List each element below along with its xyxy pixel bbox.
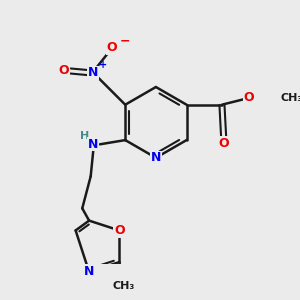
Text: N: N bbox=[88, 138, 98, 151]
Text: N: N bbox=[151, 151, 161, 164]
Text: O: O bbox=[244, 92, 254, 104]
Text: O: O bbox=[58, 64, 69, 77]
Text: CH₃: CH₃ bbox=[112, 281, 135, 291]
Text: O: O bbox=[218, 137, 229, 150]
Text: N: N bbox=[88, 66, 98, 79]
Text: −: − bbox=[120, 34, 131, 47]
Text: N: N bbox=[84, 266, 94, 278]
Text: +: + bbox=[99, 61, 107, 70]
Text: CH₃: CH₃ bbox=[281, 93, 300, 103]
Text: H: H bbox=[80, 131, 89, 141]
Text: O: O bbox=[106, 41, 117, 54]
Text: O: O bbox=[114, 224, 124, 237]
